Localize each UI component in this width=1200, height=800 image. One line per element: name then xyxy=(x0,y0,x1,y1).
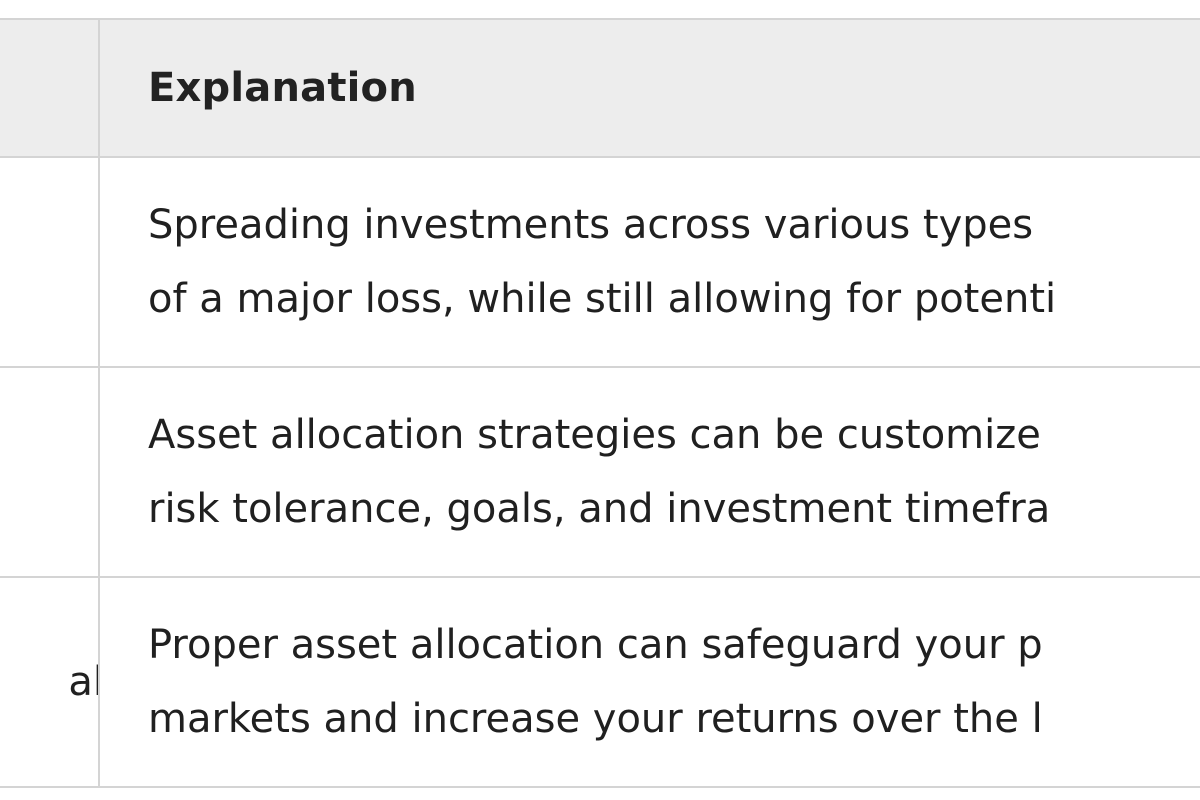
explanation-line: Spreading investments across various typ… xyxy=(148,202,1034,248)
info-table: Explanation Spreading investments across… xyxy=(0,18,1200,788)
explanation-line: of a major loss, while still allowing fo… xyxy=(148,276,1057,322)
row-label-cell xyxy=(0,366,100,578)
column-header-left xyxy=(0,18,100,158)
table-header-row: Explanation xyxy=(0,18,1200,158)
explanation-line: Proper asset allocation can safeguard yo… xyxy=(148,622,1043,668)
explanation-cell: Proper asset allocation can safeguard yo… xyxy=(98,576,1200,788)
table-row: Asset allocation strategies can be custo… xyxy=(0,366,1200,578)
explanation-cell: Asset allocation strategies can be custo… xyxy=(98,366,1200,578)
explanation-line: markets and increase your returns over t… xyxy=(148,696,1043,742)
table-header: Explanation xyxy=(0,18,1200,158)
explanation-cell: Spreading investments across various typ… xyxy=(98,156,1200,368)
row-label: al xyxy=(68,659,97,705)
table-body: Spreading investments across various typ… xyxy=(0,156,1200,788)
explanation-line: Asset allocation strategies can be custo… xyxy=(148,412,1041,458)
row-label-cell xyxy=(0,156,100,368)
table-row: al Proper asset allocation can safeguard… xyxy=(0,576,1200,788)
explanation-line: risk tolerance, goals, and investment ti… xyxy=(148,486,1051,532)
row-label-cell: al xyxy=(0,576,100,788)
column-header-explanation: Explanation xyxy=(98,18,1200,158)
table-row: Spreading investments across various typ… xyxy=(0,156,1200,368)
